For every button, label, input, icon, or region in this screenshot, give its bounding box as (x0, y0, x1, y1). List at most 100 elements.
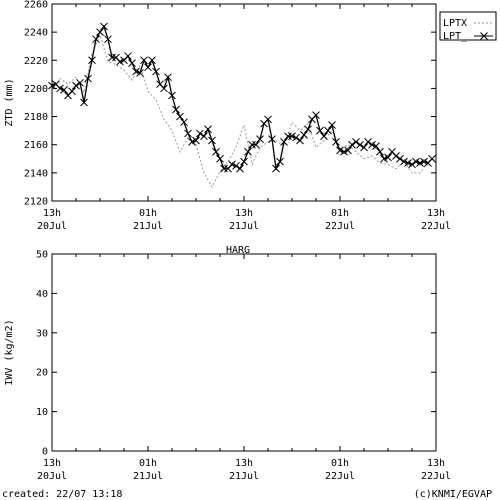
data-point-marker (96, 28, 104, 36)
data-point-marker (212, 147, 220, 156)
data-point-marker (376, 147, 384, 156)
ztd-plot-frame (51, 3, 437, 202)
data-point-marker (200, 132, 208, 141)
data-point-marker (148, 56, 156, 65)
data-point-marker (144, 63, 152, 72)
data-point-marker (56, 84, 64, 93)
data-point-marker (92, 35, 100, 44)
data-point-marker (72, 81, 80, 90)
ztd-x-tick-label: 13h (427, 208, 445, 219)
data-point-marker (272, 164, 280, 173)
data-point-marker (280, 138, 288, 146)
data-point-marker (164, 73, 172, 82)
data-point-marker (80, 98, 88, 107)
iwv-x-tick-label: 13h (235, 458, 253, 469)
data-point-marker (160, 84, 168, 93)
data-point-marker (188, 138, 196, 146)
data-point-marker (300, 131, 308, 139)
data-point-marker (408, 160, 416, 169)
legend-box (439, 11, 497, 41)
data-point-marker (236, 164, 244, 173)
ztd-x-tick-label: 13h (43, 208, 61, 219)
iwv-x-tick-label: 01h (331, 458, 349, 469)
data-point-marker (384, 153, 392, 162)
data-point-marker (100, 22, 108, 31)
data-point-marker (192, 136, 200, 145)
data-point-marker (368, 140, 376, 149)
data-point-marker (216, 154, 224, 163)
data-point-marker (176, 112, 184, 121)
data-point-marker (88, 56, 96, 65)
data-point-marker (348, 140, 356, 149)
data-point-marker (208, 136, 216, 145)
legend-marker (480, 32, 488, 40)
data-point-marker (328, 121, 336, 129)
data-point-marker (332, 138, 340, 146)
data-point-marker (140, 56, 148, 65)
ztd-x-tick-label: 20Jul (37, 221, 67, 232)
data-point-marker (240, 157, 248, 166)
iwv-plot-frame (51, 253, 437, 452)
legend-label: LPT_ (443, 31, 468, 42)
ztd-x-tick-label: 13h (235, 208, 253, 219)
data-point-marker (352, 138, 360, 146)
data-point-marker (404, 159, 412, 167)
ztd-y-tick-label: 2180 (24, 112, 48, 123)
data-point-marker (336, 146, 344, 155)
data-point-marker (392, 152, 400, 160)
ztd-y-axis-label: ZTD (mm) (4, 78, 15, 126)
data-point-marker (412, 157, 420, 166)
data-point-marker (180, 118, 188, 127)
data-point-marker (196, 129, 204, 138)
ztd-y-tick-label: 2260 (24, 0, 48, 11)
ztd-y-tick-label: 2120 (24, 197, 48, 208)
iwv-y-axis-label: IWV (kg/m2) (4, 319, 15, 385)
iwv-y-tick-label: 10 (36, 407, 48, 418)
data-point-marker (304, 125, 312, 134)
data-point-marker (312, 111, 320, 120)
ztd-y-tick-label: 2140 (24, 168, 48, 179)
data-point-marker (244, 147, 252, 156)
data-point-marker (320, 132, 328, 141)
data-point-marker (172, 105, 180, 114)
iwv-title: HARG (226, 245, 250, 256)
data-point-marker (356, 140, 364, 149)
iwv-panel: 0 10 20 30 40 50 13h 20Jul 01h 21Jul 13h 21Jul 01h 22… (4, 245, 451, 482)
data-point-marker (76, 78, 84, 87)
data-point-marker (116, 57, 124, 66)
data-point-marker (276, 157, 284, 166)
copyright-credit: (c)KNMI/EGVAP (413, 489, 492, 500)
iwv-y-tick-label: 50 (36, 250, 48, 261)
data-point-marker (60, 85, 68, 94)
data-point-marker (316, 126, 324, 135)
data-point-marker (268, 135, 276, 143)
data-point-marker (184, 129, 192, 138)
data-point-marker (104, 35, 112, 44)
ztd-x-tick-label: 22Jul (421, 221, 451, 232)
data-point-marker (416, 159, 424, 167)
iwv-x-tick-label: 21Jul (133, 471, 163, 482)
data-point-marker (344, 146, 352, 155)
data-point-marker (340, 147, 348, 156)
data-point-marker (232, 161, 240, 170)
iwv-y-tick-label: 20 (36, 368, 48, 379)
data-point-marker (256, 135, 264, 143)
data-point-marker (168, 91, 176, 100)
iwv-y-tick-label: 0 (42, 447, 48, 458)
ztd-x-tick-label: 21Jul (133, 221, 163, 232)
iwv-x-tick-label: 13h (43, 458, 61, 469)
data-point-marker (324, 126, 332, 135)
data-point-marker (124, 52, 132, 60)
ztd-y-tick-label: 2200 (24, 84, 48, 95)
data-point-marker (396, 154, 404, 163)
data-point-marker (428, 154, 436, 163)
data-point-marker (132, 67, 140, 76)
ztd-y-tick-label: 2220 (24, 56, 48, 67)
ztd-x-tick-label: 21Jul (229, 221, 259, 232)
data-point-marker (204, 125, 212, 134)
created-timestamp: created: 22/07 13:18 (2, 489, 123, 500)
data-point-marker (372, 142, 380, 150)
iwv-x-tick-label: 20Jul (37, 471, 67, 482)
data-point-marker (68, 87, 76, 96)
